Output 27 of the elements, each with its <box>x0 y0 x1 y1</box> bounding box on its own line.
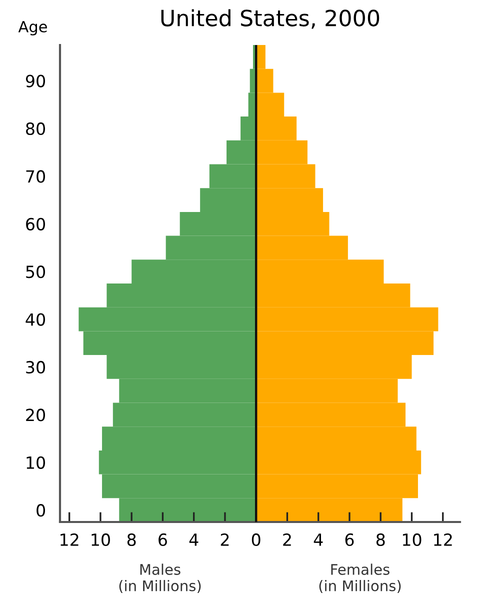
y-axis-title: Age <box>18 21 47 36</box>
y-tick-label: 70 <box>26 170 46 183</box>
x-tick-label: 6 <box>345 533 354 546</box>
x-tick-label: 2 <box>220 533 229 546</box>
x-tick-label: 2 <box>283 533 291 546</box>
x-tick-label: 4 <box>189 534 198 546</box>
y-tick-label: 0 <box>36 504 46 517</box>
y-tick-label: 60 <box>26 218 46 230</box>
x-tick-label: 4 <box>314 534 323 546</box>
x-tick-label: 8 <box>127 533 136 546</box>
text: Females (in Millions) <box>319 564 401 593</box>
x-tick-label: 12 <box>60 533 78 546</box>
x-tick-label: 0 <box>252 533 260 546</box>
x-tick-label: 10 <box>92 533 110 546</box>
x-tick-label: 12 <box>434 533 452 546</box>
y-tick-label: 10 <box>26 456 46 469</box>
x-tick-label: 10 <box>402 533 422 546</box>
y-tick-label: 40 <box>26 313 46 326</box>
x-tick-label: 8 <box>376 533 385 546</box>
x-tick-label: 6 <box>158 533 167 546</box>
y-tick-label: 50 <box>26 266 46 278</box>
chart-title: United States, 2000 <box>161 9 380 29</box>
y-tick-label: 30 <box>26 360 46 374</box>
y-tick-label: 90 <box>26 74 46 88</box>
y-tick-label: 20 <box>26 408 46 422</box>
text: Males (in Millions) <box>119 564 201 593</box>
y-tick-label: 80 <box>26 122 46 136</box>
